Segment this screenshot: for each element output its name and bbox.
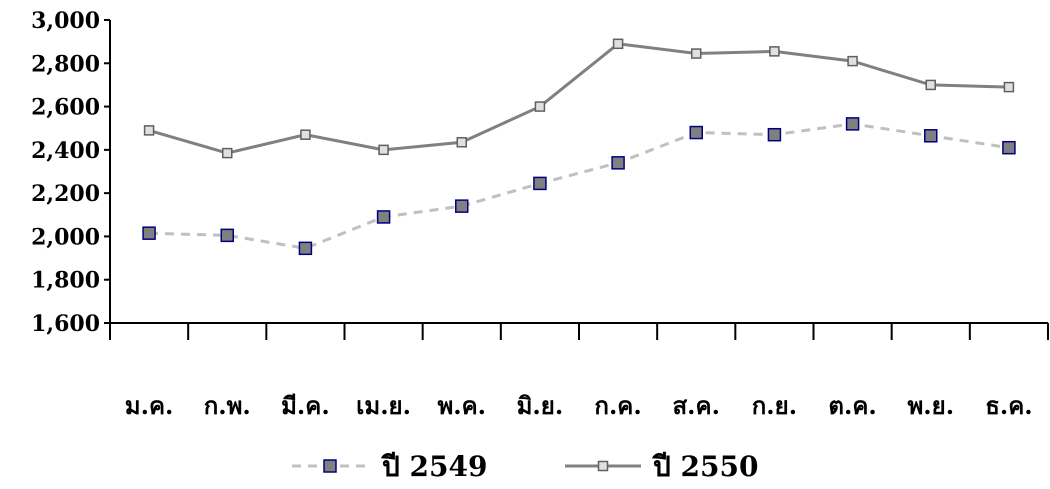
x-tick-label: มิ.ย.: [517, 391, 564, 420]
data-point-series-2: [847, 55, 858, 67]
y-tick-label: 2,000: [31, 224, 100, 250]
x-tick-label: ต.ค.: [828, 391, 876, 420]
x-tick-label: ม.ค.: [125, 391, 174, 420]
data-point-series-2: [143, 125, 155, 136]
y-tick-label: 2,800: [31, 51, 100, 77]
data-point-series-2: [1003, 81, 1015, 93]
legend-label-2: ปี 2550: [651, 450, 758, 483]
x-tick-label: ก.ย.: [752, 391, 797, 420]
legend: ปี 2549 ปี 2550: [292, 450, 758, 483]
data-point-series-2: [534, 101, 546, 112]
y-tick-label: 1,800: [31, 268, 100, 294]
y-tick-label: 2,400: [31, 138, 100, 164]
series-layer: [142, 38, 1016, 256]
y-tick-label: 2,600: [31, 95, 100, 121]
x-tick-label: ก.พ.: [204, 391, 251, 420]
data-point-series-2: [691, 48, 702, 59]
data-point-series-2: [456, 137, 467, 148]
data-point-series-1: [298, 241, 313, 256]
data-point-series-1: [142, 226, 156, 240]
x-tick-label: ก.ค.: [594, 391, 641, 420]
data-point-series-1: [924, 129, 938, 143]
y-axis: 1,600 1,800 2,000 2,200 2,400 2,600 2,800 3,000: [31, 8, 111, 337]
data-point-series-1: [767, 127, 782, 142]
x-axis: ม.ค. ก.พ. มี.ค. เม.ย. พ.ค. มิ.ย. ก.ค. ส.ค. ก.ย. ต…: [109, 322, 1049, 420]
legend-label-1: ปี 2549: [380, 450, 487, 483]
y-tick-label: 1,600: [31, 311, 100, 337]
legend-marker-2: [597, 460, 609, 472]
data-point-series-2: [300, 129, 311, 140]
x-tick-label: ส.ค.: [673, 391, 720, 420]
data-point-series-2: [769, 46, 780, 57]
data-point-series-1: [845, 117, 860, 131]
data-point-series-1: [1002, 140, 1016, 155]
x-tick-label: พ.ย.: [907, 391, 954, 420]
y-tick-label: 2,200: [31, 181, 100, 207]
data-point-series-2: [378, 144, 389, 156]
x-tick-label: เม.ย.: [356, 391, 411, 420]
data-point-series-1: [611, 156, 625, 170]
data-point-series-2: [925, 79, 936, 91]
series-line-2: [148, 42, 1009, 155]
x-tick-label: พ.ค.: [437, 391, 486, 420]
data-point-series-1: [689, 125, 703, 140]
data-point-series-1: [376, 210, 391, 224]
data-point-series-1: [220, 228, 234, 243]
data-point-series-1: [533, 176, 547, 191]
data-point-series-2: [222, 147, 233, 159]
data-point-series-2: [612, 38, 624, 50]
y-tick-label: 3,000: [31, 8, 100, 34]
data-point-series-1: [455, 199, 469, 213]
series-line-1: [149, 122, 1010, 250]
legend-marker-1: [323, 459, 337, 473]
x-tick-label: ธ.ค.: [985, 391, 1032, 420]
x-tick-label: มี.ค.: [281, 391, 330, 420]
